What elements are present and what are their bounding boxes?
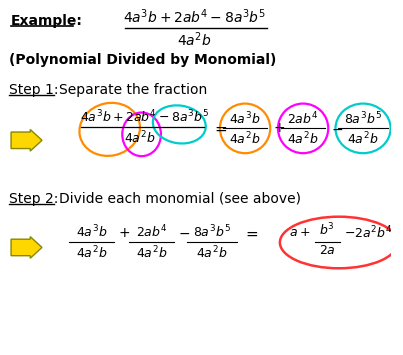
- Text: $4a^2b$: $4a^2b$: [229, 130, 261, 147]
- Text: $=$: $=$: [212, 121, 228, 135]
- Text: Step 2:: Step 2:: [9, 192, 58, 206]
- Text: $4a^2b$: $4a^2b$: [135, 245, 167, 261]
- Text: Step 1:: Step 1:: [9, 83, 58, 97]
- Text: $=$: $=$: [243, 226, 259, 241]
- Text: $4a^3b + 2ab^4 - 8a^3b^5$: $4a^3b + 2ab^4 - 8a^3b^5$: [80, 109, 209, 125]
- Text: $8a^3b^5$: $8a^3b^5$: [193, 224, 231, 240]
- Text: $2ab^4$: $2ab^4$: [287, 110, 319, 127]
- Text: $4a^2b$: $4a^2b$: [124, 129, 156, 146]
- Text: Example:: Example:: [11, 14, 83, 28]
- Text: $4a^3b$: $4a^3b$: [76, 224, 107, 240]
- Text: Divide each monomial (see above): Divide each monomial (see above): [59, 192, 301, 206]
- FancyArrow shape: [11, 237, 42, 258]
- Text: $2a$: $2a$: [319, 245, 336, 257]
- Text: $-$: $-$: [179, 225, 191, 240]
- Text: $4a^2b$: $4a^2b$: [347, 130, 379, 147]
- Text: $8a^3b^5$: $8a^3b^5$: [344, 110, 382, 127]
- Text: Separate the fraction: Separate the fraction: [59, 83, 208, 97]
- FancyArrow shape: [11, 130, 42, 151]
- Text: $4a^3b + 2ab^4 - 8a^3b^5$: $4a^3b + 2ab^4 - 8a^3b^5$: [123, 7, 266, 26]
- Text: $4a^2b$: $4a^2b$: [177, 30, 212, 49]
- Text: $4a^2b$: $4a^2b$: [197, 245, 228, 261]
- Text: $+$: $+$: [273, 121, 285, 135]
- Text: $4a^3b$: $4a^3b$: [229, 110, 261, 127]
- Text: $4a^2b$: $4a^2b$: [287, 130, 319, 147]
- Text: (Polynomial Divided by Monomial): (Polynomial Divided by Monomial): [9, 53, 276, 67]
- Text: $- 2a^2b^4$: $- 2a^2b^4$: [344, 224, 392, 241]
- Text: $a +$: $a +$: [289, 226, 310, 239]
- Text: $+$: $+$: [118, 225, 131, 240]
- Text: $4a^2b$: $4a^2b$: [76, 245, 107, 261]
- Text: $b^3$: $b^3$: [319, 222, 335, 238]
- Text: $2ab^4$: $2ab^4$: [135, 224, 167, 240]
- Text: $-$: $-$: [331, 121, 343, 135]
